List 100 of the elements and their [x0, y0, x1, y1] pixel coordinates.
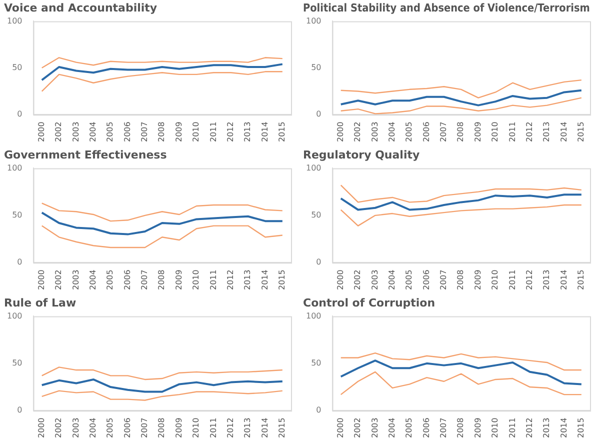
y-tick-label: 0: [316, 110, 322, 119]
y-tick-label: 100: [306, 16, 322, 26]
x-tick-label: 2009: [174, 418, 184, 438]
x-tick-label: 2000: [336, 122, 345, 142]
x-tick-label: 2011: [508, 418, 517, 438]
x-tick-label: 2007: [140, 122, 150, 142]
x-tick-label: 2009: [473, 270, 482, 290]
chart-title: Control of Corruption: [303, 296, 436, 310]
x-tick-label: 2007: [439, 418, 448, 438]
x-tick-label: 2010: [192, 122, 201, 142]
x-tick-label: 2011: [508, 270, 517, 290]
y-tick-label: 100: [306, 311, 322, 320]
x-tick-label: 2010: [490, 122, 500, 142]
x-tick-label: 2003: [71, 270, 80, 290]
x-tick-label: 2006: [422, 418, 431, 438]
y-tick-label: 0: [17, 258, 22, 267]
chart-title: Rule of Law: [4, 296, 76, 310]
x-tick-label: 2006: [422, 270, 431, 290]
x-tick-label: 2012: [226, 270, 235, 290]
x-tick-label: 2010: [490, 270, 500, 290]
y-tick-label: 100: [6, 311, 22, 320]
x-tick-label: 2015: [576, 122, 586, 142]
x-tick-label: 2005: [106, 270, 115, 290]
x-tick-label: 2002: [54, 122, 64, 142]
x-tick-label: 2010: [490, 418, 500, 438]
x-tick-label: 2002: [353, 418, 362, 438]
x-tick-label: 2004: [387, 122, 396, 142]
x-tick-label: 2006: [122, 122, 132, 142]
x-tick-label: 2009: [473, 122, 482, 142]
x-tick-label: 2007: [140, 270, 150, 290]
x-tick-label: 2004: [387, 418, 396, 438]
x-tick-label: 2005: [404, 122, 414, 142]
x-tick-label: 2008: [157, 122, 166, 142]
x-tick-label: 2000: [36, 270, 46, 290]
x-tick-label: 2011: [208, 122, 218, 142]
x-tick-label: 2013: [243, 418, 252, 438]
x-tick-label: 2015: [277, 270, 286, 290]
x-tick-label: 2003: [370, 122, 380, 142]
x-tick-label: 2011: [508, 122, 517, 142]
y-tick-label: 0: [17, 110, 22, 119]
x-tick-label: 2006: [422, 122, 431, 142]
chart-title: Political Stability and Absence of Violence/Terrorism: [303, 2, 590, 15]
y-tick-label: 50: [311, 358, 322, 368]
x-tick-label: 2008: [456, 270, 466, 290]
chart-title: Government Effectiveness: [4, 148, 168, 162]
x-tick-label: 2011: [208, 418, 218, 438]
x-tick-label: 2012: [226, 122, 235, 142]
x-tick-label: 2000: [36, 122, 46, 142]
x-tick-label: 2012: [524, 122, 534, 142]
x-tick-label: 2008: [157, 418, 166, 438]
y-tick-label: 50: [12, 210, 22, 220]
x-tick-label: 2007: [439, 122, 448, 142]
x-tick-label: 2013: [243, 122, 252, 142]
x-tick-label: 2008: [157, 270, 166, 290]
x-tick-label: 2010: [192, 270, 201, 290]
x-tick-label: 2012: [226, 418, 235, 438]
x-tick-label: 2009: [174, 122, 184, 142]
x-tick-label: 2013: [542, 270, 552, 290]
x-tick-label: 2009: [473, 418, 482, 438]
y-tick-label: 100: [306, 163, 322, 172]
y-tick-label: 50: [12, 358, 22, 368]
x-tick-label: 2013: [542, 122, 552, 142]
x-tick-label: 2010: [192, 418, 201, 438]
x-tick-label: 2013: [243, 270, 252, 290]
x-tick-label: 2005: [106, 418, 115, 438]
x-tick-label: 2007: [140, 418, 150, 438]
y-tick-label: 0: [316, 406, 322, 415]
x-tick-label: 2005: [404, 270, 414, 290]
y-tick-label: 100: [6, 163, 22, 172]
x-tick-label: 2004: [387, 270, 396, 290]
x-tick-label: 2000: [336, 418, 345, 438]
y-tick-label: 0: [316, 258, 322, 267]
x-tick-label: 2011: [208, 270, 218, 290]
x-tick-label: 2014: [559, 122, 568, 142]
x-tick-label: 2002: [54, 418, 64, 438]
x-tick-label: 2008: [456, 122, 466, 142]
x-tick-label: 2015: [576, 418, 586, 438]
y-tick-label: 100: [6, 16, 22, 26]
y-tick-label: 0: [17, 406, 22, 415]
x-tick-label: 2007: [439, 270, 448, 290]
x-tick-label: 2009: [174, 270, 184, 290]
x-tick-label: 2004: [88, 270, 98, 290]
x-tick-label: 2008: [456, 418, 466, 438]
x-tick-label: 2012: [524, 418, 534, 438]
chart-title: Voice and Accountability: [4, 1, 158, 14]
x-tick-label: 2013: [542, 418, 552, 438]
y-tick-label: 50: [311, 63, 322, 72]
x-tick-label: 2005: [106, 122, 115, 142]
x-tick-label: 2003: [71, 418, 80, 438]
x-tick-label: 2002: [353, 122, 362, 142]
x-tick-label: 2014: [260, 122, 270, 142]
chart-title: Regulatory Quality: [303, 148, 420, 162]
x-tick-label: 2014: [260, 270, 270, 290]
x-tick-label: 2002: [54, 270, 64, 290]
x-tick-label: 2006: [122, 270, 132, 290]
x-tick-label: 2015: [576, 270, 586, 290]
x-tick-label: 2003: [370, 418, 380, 438]
y-tick-label: 50: [311, 210, 322, 220]
x-tick-label: 2014: [559, 270, 568, 290]
y-tick-label: 50: [12, 63, 22, 72]
